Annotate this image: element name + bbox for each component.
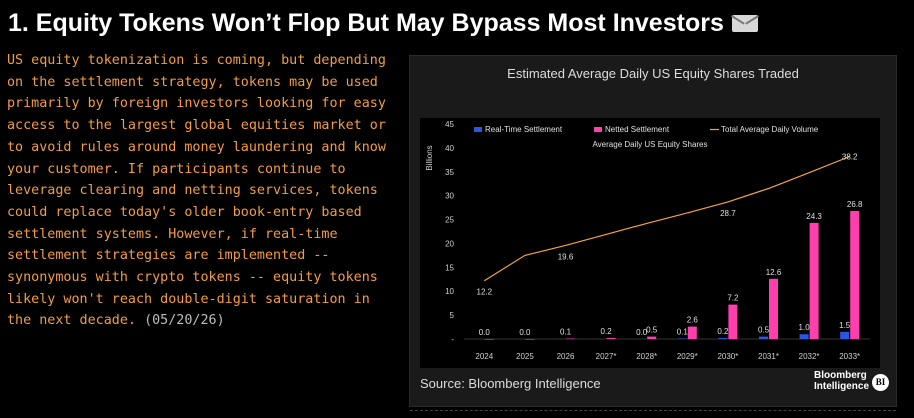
netted-bar-label: 0.0 xyxy=(479,328,491,337)
plot-area: Billions -5 10 15 20 25 30 35 40 45 0.0 2024 0.0 2025… xyxy=(420,118,880,368)
netted-bar-label: 26.8 xyxy=(847,200,863,209)
netted-bar-label: 7.2 xyxy=(727,294,739,303)
chart-svg: Billions-510152025303540450.020240.02025… xyxy=(425,120,870,361)
x-tick-label: 2031* xyxy=(758,352,779,361)
netted-bar xyxy=(769,278,778,339)
x-tick-label: 2028* xyxy=(636,352,657,361)
netted-bar-label: 2.6 xyxy=(687,316,699,325)
netted-bar xyxy=(484,339,494,340)
chart-title: Estimated Average Daily US Equity Shares… xyxy=(507,66,799,81)
netted-bar-label: 0.0 xyxy=(519,328,531,337)
chart-subtitle: Average Daily US Equity Shares xyxy=(592,140,707,149)
y-tick-label: 10 xyxy=(445,287,454,296)
realtime-bar-label: 0.0 xyxy=(636,328,648,337)
netted-bar-label: 0.2 xyxy=(601,327,613,336)
netted-bar xyxy=(566,338,575,340)
total-volume-line xyxy=(483,155,850,282)
realtime-bar-label: 1.5 xyxy=(839,321,851,330)
source-note: Source: Bloomberg Intelligence xyxy=(420,376,601,391)
x-tick-label: 2027* xyxy=(596,352,617,361)
logo-line-2: Intelligence xyxy=(814,381,870,392)
article-body: US equity tokenization is coming, but de… xyxy=(7,50,399,332)
bloomberg-logo: Bloomberg Intelligence xyxy=(814,370,869,392)
realtime-bar-label: 0.1 xyxy=(677,328,689,337)
y-tick-label: 30 xyxy=(445,192,454,201)
headline-text: 1. Equity Tokens Won’t Flop But May Bypa… xyxy=(8,9,724,37)
legend-label: Netted Settlement xyxy=(605,125,670,134)
y-tick-label: 20 xyxy=(445,239,454,248)
netted-bar xyxy=(850,210,860,339)
netted-bar xyxy=(525,339,535,340)
netted-bar xyxy=(647,336,657,339)
y-tick-label: 40 xyxy=(445,144,454,153)
netted-bar xyxy=(687,326,697,339)
legend-swatch xyxy=(594,127,602,132)
x-tick-label: 2026 xyxy=(557,352,575,361)
headline: 1. Equity Tokens Won’t Flop But May Bypa… xyxy=(8,6,888,40)
total-volume-label: 28.7 xyxy=(720,209,736,218)
realtime-bar xyxy=(718,338,728,339)
realtime-bar-label: 0.5 xyxy=(758,326,770,335)
x-tick-label: 2024 xyxy=(475,352,493,361)
y-tick-label: - xyxy=(451,335,454,344)
body-text: US equity tokenization is coming, but de… xyxy=(7,53,386,329)
netted-bar xyxy=(606,338,616,339)
legend-label: Real-Time Settlement xyxy=(485,125,563,134)
envelope-icon[interactable] xyxy=(731,15,758,32)
x-tick-label: 2030* xyxy=(717,352,738,361)
y-tick-label: 25 xyxy=(445,216,454,225)
x-tick-label: 2029* xyxy=(677,352,698,361)
y-tick-label: 15 xyxy=(445,263,454,272)
bi-logo-mark: BI xyxy=(872,374,889,391)
divider xyxy=(410,410,896,411)
total-volume-label: 38.2 xyxy=(842,152,858,161)
date-stamp: (05/20/26) xyxy=(144,313,225,329)
total-volume-label: 12.2 xyxy=(477,288,493,297)
netted-bar-label: 24.3 xyxy=(806,212,822,221)
x-tick-label: 2032* xyxy=(799,352,820,361)
netted-bar-label: 0.5 xyxy=(646,326,658,335)
netted-bar xyxy=(809,222,819,339)
x-tick-label: 2025 xyxy=(516,352,534,361)
legend-swatch xyxy=(474,127,482,132)
realtime-bar xyxy=(799,334,809,339)
y-tick-label: 5 xyxy=(450,311,455,320)
realtime-bar-label: 1.0 xyxy=(799,323,811,332)
realtime-bar xyxy=(759,336,768,339)
total-volume-label: 19.6 xyxy=(558,252,574,261)
netted-bar-label: 12.6 xyxy=(766,268,782,277)
y-tick-label: 45 xyxy=(445,120,454,129)
netted-bar-label: 0.1 xyxy=(560,328,572,337)
y-axis-label: Billions xyxy=(425,145,434,170)
legend-label: Total Average Daily Volume xyxy=(721,125,819,134)
chart-card: Estimated Average Daily US Equity Shares… xyxy=(409,55,897,411)
netted-bar xyxy=(728,304,738,339)
x-tick-label: 2033* xyxy=(839,352,860,361)
realtime-bar-label: 0.2 xyxy=(717,327,729,336)
y-tick-label: 35 xyxy=(445,168,454,177)
realtime-bar xyxy=(840,331,850,339)
logo-line-1: Bloomberg xyxy=(814,370,867,381)
